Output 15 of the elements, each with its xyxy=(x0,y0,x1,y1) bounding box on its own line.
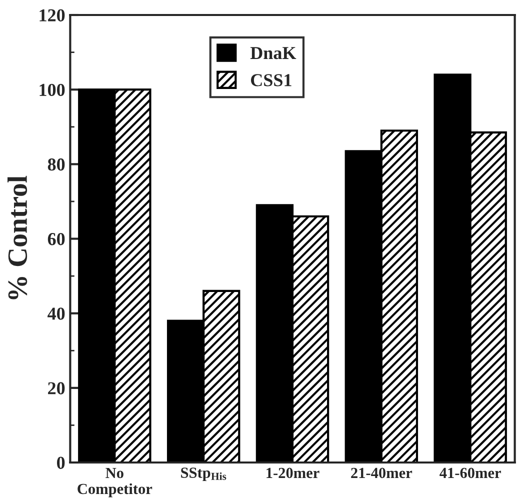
x-tick-label: 21-40mer xyxy=(351,468,412,478)
legend-label: CSS1 xyxy=(250,74,292,86)
y-tick-label: 100 xyxy=(40,84,65,96)
y-tick-label: 80 xyxy=(48,158,65,171)
y-tick-label: 0 xyxy=(57,456,65,469)
y-tick-label: 20 xyxy=(48,382,65,394)
y-tick-label: 120 xyxy=(40,9,65,22)
y-tick-label: 40 xyxy=(48,308,65,320)
x-tick-label: No Competitor xyxy=(78,468,152,498)
x-tick-label: 1-20mer xyxy=(266,468,320,478)
x-tick-label: SStp$_{His}$ xyxy=(181,468,226,481)
x-tick-label: 41-60mer xyxy=(440,468,501,478)
y-tick-label: 60 xyxy=(48,233,65,246)
y-axis-title: % Control xyxy=(8,176,28,300)
legend-label: DnaK xyxy=(250,47,296,60)
